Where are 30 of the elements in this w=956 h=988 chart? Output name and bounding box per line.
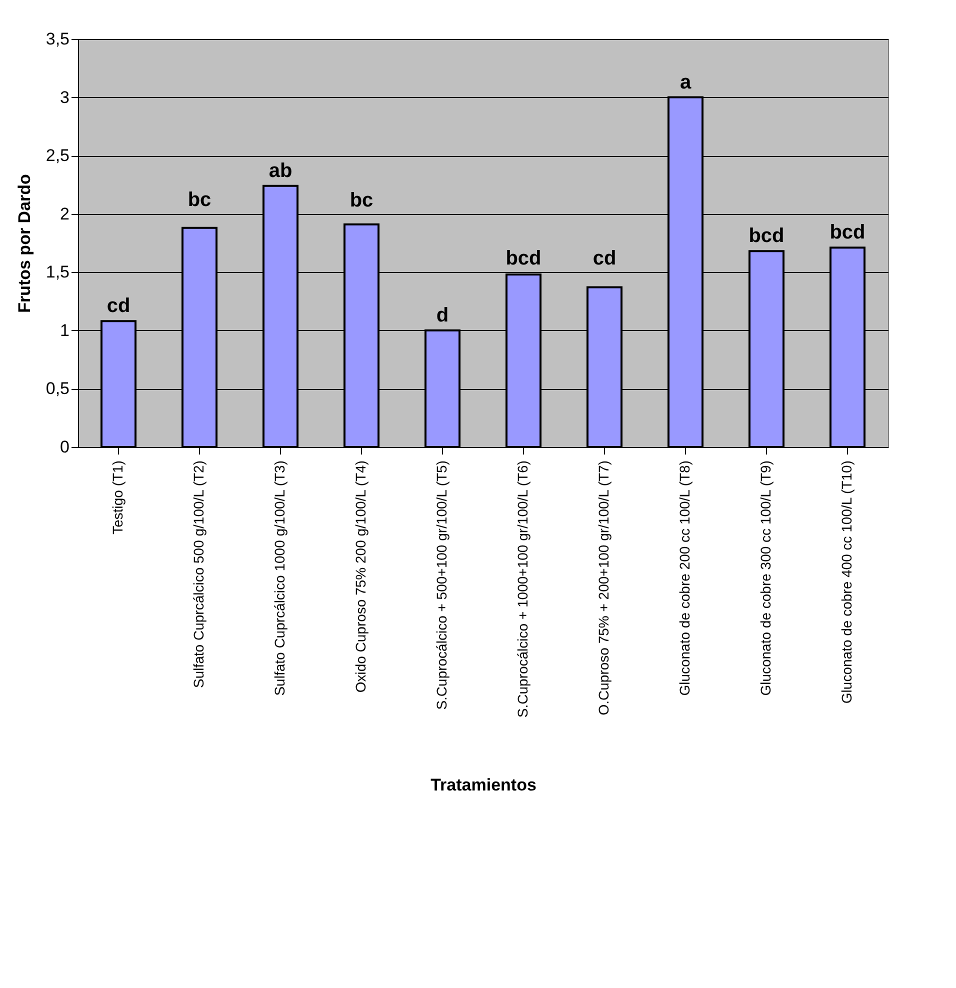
- x-tick-label: S.Cuprocálcico + 500+100 gr/100/L (T5): [434, 460, 450, 710]
- y-tick-label: 0: [60, 438, 70, 456]
- annotation: d: [436, 304, 449, 326]
- annotation: bc: [350, 189, 374, 212]
- x-tick-label: Oxido Cuproso 75% 200 g/100/L (T4): [352, 460, 368, 693]
- x-tick-label: Gluconato de cobre 400 cc 100/L (T10): [838, 460, 854, 704]
- annotation: bcd: [830, 222, 866, 244]
- annotation: bcd: [748, 225, 784, 248]
- x-axis-title: Tratamientos: [430, 776, 536, 794]
- annotation: bc: [188, 188, 212, 211]
- y-tick-label: 3: [60, 88, 70, 107]
- y-tick-label: 2,5: [46, 146, 70, 166]
- y-tick-label: 0,5: [46, 379, 70, 398]
- x-tick-label: Sulfato Cuprcálcico 500 g/100/L (T2): [190, 460, 206, 688]
- x-tick-label: Testigo (T1): [110, 460, 126, 534]
- annotation: ab: [268, 160, 292, 182]
- x-tick-label: Gluconato de cobre 300 cc 100/L (T9): [758, 460, 774, 696]
- y-axis-title: Frutos por Dardo: [14, 174, 34, 313]
- y-tick-label: 1: [60, 320, 70, 340]
- annotation: cd: [106, 295, 130, 318]
- y-tick-label: 3,5: [46, 30, 70, 48]
- x-tick-label: S.Cuprocálcico + 1000+100 gr/100/L (T6): [514, 460, 530, 718]
- x-tick-label: O.Cuproso 75% + 200+100 gr/100/L (T7): [596, 460, 612, 716]
- annotation: a: [680, 71, 692, 94]
- y-tick-label: 2: [60, 204, 70, 224]
- x-tick-label: Gluconato de cobre 200 cc 100/L (T8): [676, 460, 692, 696]
- y-tick-label: 1,5: [46, 262, 70, 282]
- annotation: cd: [592, 247, 616, 270]
- x-tick-label: Sulfato Cuprcálcico 1000 g/100/L (T3): [272, 460, 288, 696]
- annotation: bcd: [506, 247, 542, 270]
